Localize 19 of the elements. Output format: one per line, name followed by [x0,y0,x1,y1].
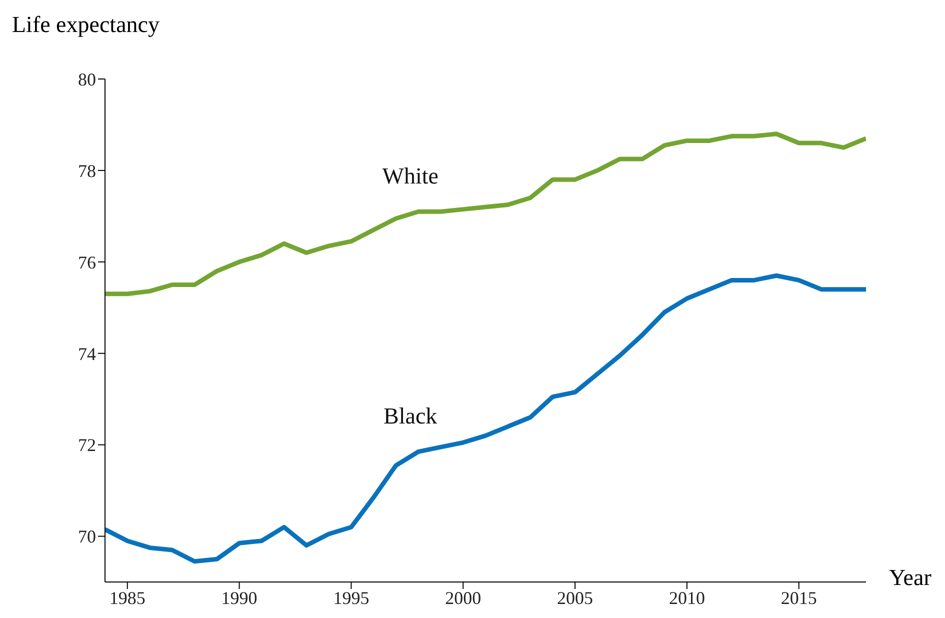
series-label: Black [384,404,438,429]
y-axis-title: Life expectancy [12,12,160,38]
line-series [105,132,866,296]
x-tick-label: 1985 [109,588,146,608]
line-series [105,273,866,564]
y-tick-label: 74 [78,344,96,364]
x-tick-label: 2010 [668,588,705,608]
series-label: White [382,164,438,189]
y-tick-label: 78 [78,160,96,181]
y-tick-label: 72 [78,435,96,456]
x-tick-label: 1995 [333,588,370,608]
x-tick-label: 1990 [221,588,258,608]
y-tick-label: 70 [78,526,96,547]
x-tick-label: 2015 [780,588,817,608]
x-tick-label: 2000 [445,588,482,608]
y-tick-label: 80 [78,69,96,90]
x-tick-label: 2005 [557,588,594,608]
x-axis-title: Year [889,565,932,591]
y-tick-label: 76 [78,252,96,272]
